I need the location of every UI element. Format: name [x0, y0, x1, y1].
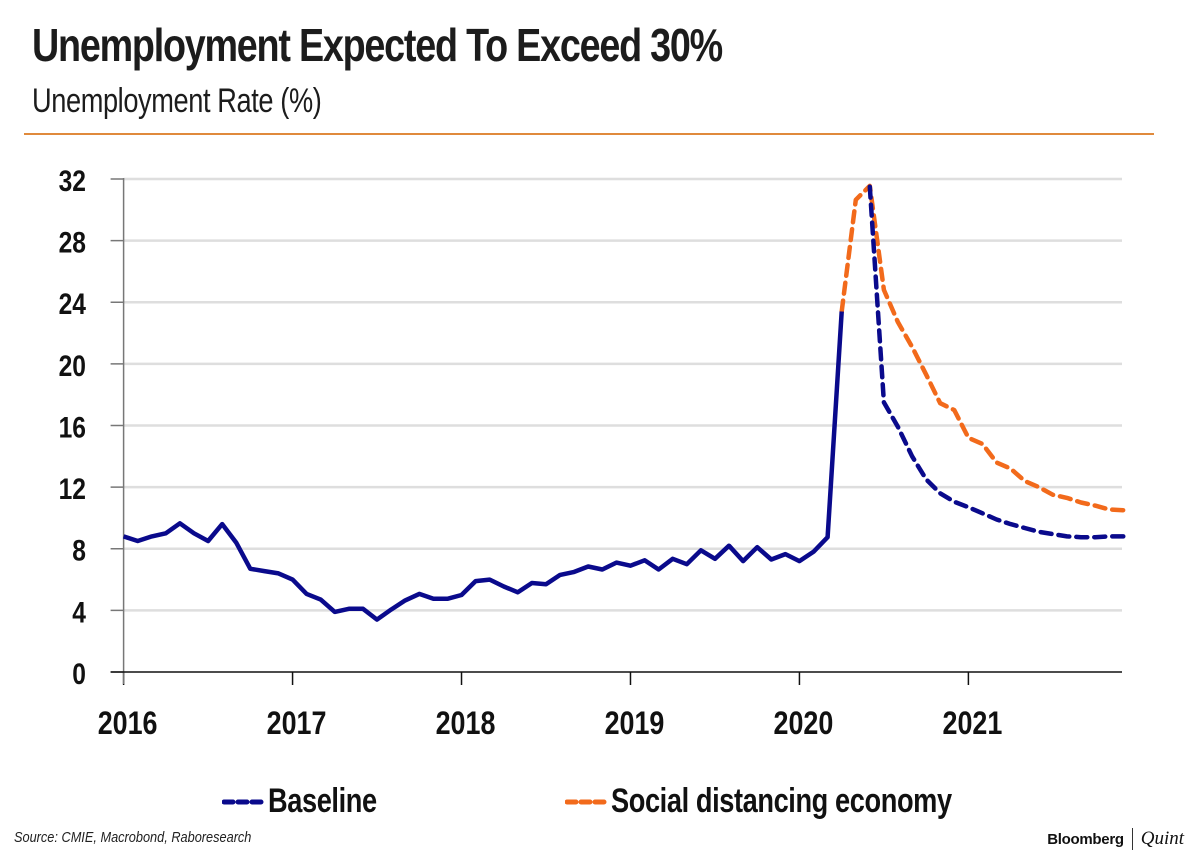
- header-divider: [24, 133, 1154, 135]
- series-line-baseline: [867, 184, 1126, 540]
- x-tick-label: 2018: [436, 706, 496, 742]
- source-note: Source: CMIE, Macrobond, Raboresearch: [14, 829, 252, 846]
- brand-secondary: Quint: [1140, 828, 1184, 849]
- x-axis-ticks: 2016 2017 2018 2019 2020 2021: [98, 672, 1003, 742]
- x-tick-label: 2019: [605, 706, 665, 742]
- legend-item-baseline: Baseline: [222, 782, 404, 821]
- y-tick-label: 16: [59, 410, 86, 444]
- y-axis-ticks: 0 4 8 12 16 20 24 28 32: [59, 164, 124, 691]
- chart-title: Unemployment Expected To Exceed 30%: [32, 19, 723, 71]
- legend-label-social-distancing: Social distancing economy: [611, 782, 952, 820]
- legend-label-baseline: Baseline: [268, 782, 377, 820]
- x-tick-label: 2020: [774, 706, 834, 742]
- y-tick-label: 4: [72, 595, 86, 629]
- y-tick-label: 8: [72, 533, 86, 567]
- x-tick-label: 2016: [98, 706, 158, 742]
- series-group: [122, 183, 1126, 622]
- y-tick-label: 24: [59, 287, 87, 321]
- y-tick-label: 12: [59, 472, 86, 506]
- y-tick-label: 20: [59, 349, 86, 383]
- y-tick-label: 32: [59, 164, 86, 198]
- series-line-social-distancing-economy: [839, 183, 1126, 513]
- brand-primary: Bloomberg: [1047, 830, 1124, 848]
- series-line-actual: [122, 311, 844, 622]
- brand-logo: Bloomberg Quint: [1047, 828, 1184, 850]
- y-tick-label: 0: [72, 657, 86, 691]
- y-tick-label: 28: [59, 225, 86, 259]
- baseline-legend-swatch-icon: [222, 799, 268, 804]
- brand-separator: [1131, 828, 1133, 850]
- social-distancing-legend-swatch-icon: [565, 799, 611, 804]
- gridlines: [123, 177, 1122, 612]
- x-tick-label: 2017: [267, 706, 327, 742]
- chart-subtitle: Unemployment Rate (%): [32, 82, 322, 120]
- x-tick-label: 2021: [943, 706, 1003, 742]
- legend-item-social-distancing: Social distancing economy: [565, 782, 1037, 821]
